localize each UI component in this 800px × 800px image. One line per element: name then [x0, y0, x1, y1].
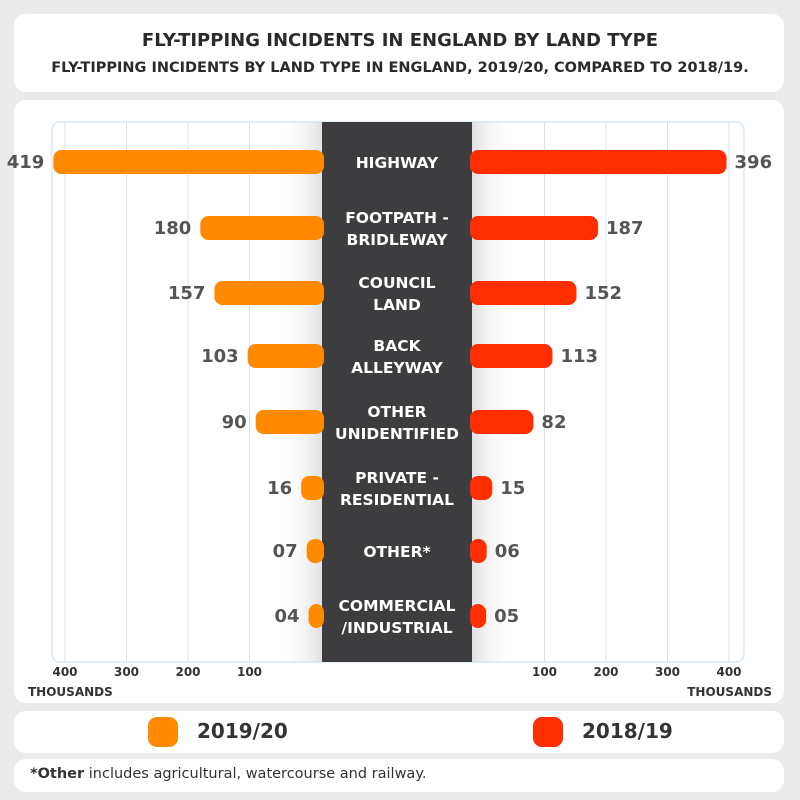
- category-label: BRIDLEWAY: [347, 231, 449, 249]
- footnote-text: includes agricultural, watercourse and r…: [84, 766, 427, 782]
- x-tick-right: 300: [655, 665, 680, 679]
- bar-2018-19: [470, 410, 534, 434]
- bar-2018-19: [470, 216, 599, 240]
- bar-2019-20: [53, 150, 324, 174]
- bar-2019-20: [255, 410, 324, 434]
- category-label: FOOTPATH -: [345, 209, 449, 227]
- value-label-2018-19: 82: [541, 412, 566, 433]
- x-tick-right: 100: [532, 665, 557, 679]
- value-label-2019-20: 07: [273, 541, 298, 562]
- category-label: HIGHWAY: [356, 154, 439, 172]
- x-tick-right: 200: [593, 665, 618, 679]
- title-panel: [14, 14, 784, 92]
- legend-swatch-2019-20: [148, 717, 178, 747]
- value-label-2019-20: 90: [222, 412, 247, 433]
- value-label-2019-20: 04: [274, 606, 299, 627]
- value-label-2018-19: 396: [735, 152, 773, 173]
- chart-title: FLY-TIPPING INCIDENTS IN ENGLAND BY LAND…: [141, 30, 659, 51]
- bar-2019-20: [247, 344, 324, 368]
- category-label: OTHER*: [363, 543, 430, 561]
- legend-panel: [14, 711, 784, 753]
- x-tick-left: 200: [175, 665, 200, 679]
- category-label: PRIVATE -: [355, 469, 439, 487]
- value-label-2018-19: 152: [584, 283, 622, 304]
- category-label: /INDUSTRIAL: [341, 619, 452, 637]
- value-label-2018-19: 05: [494, 606, 519, 627]
- shade-right: [472, 122, 517, 662]
- value-label-2019-20: 157: [168, 283, 206, 304]
- x-tick-right: 400: [716, 665, 741, 679]
- bar-2019-20: [301, 476, 324, 500]
- chart-subtitle: FLY-TIPPING INCIDENTS BY LAND TYPE IN EN…: [51, 60, 749, 76]
- bar-2018-19: [470, 150, 727, 174]
- bar-2018-19: [470, 476, 493, 500]
- category-label: LAND: [373, 296, 421, 314]
- category-label: OTHER: [367, 403, 426, 421]
- legend-label-2018-19: 2018/19: [582, 719, 673, 743]
- category-label: COUNCIL: [358, 274, 435, 292]
- value-label-2019-20: 419: [7, 152, 45, 173]
- bar-2019-20: [308, 604, 324, 628]
- legend-swatch-2018-19: [533, 717, 563, 747]
- value-label-2018-19: 187: [606, 218, 644, 239]
- value-label-2018-19: 15: [500, 478, 525, 499]
- x-tick-left: 400: [52, 665, 77, 679]
- legend-label-2019-20: 2019/20: [197, 719, 288, 743]
- value-label-2019-20: 16: [267, 478, 292, 499]
- value-label-2018-19: 06: [495, 541, 520, 562]
- bar-2019-20: [306, 539, 324, 563]
- value-label-2019-20: 103: [201, 346, 239, 367]
- category-label: COMMERCIAL: [339, 597, 456, 615]
- category-column: [322, 122, 472, 662]
- bar-2018-19: [470, 281, 577, 305]
- bar-2018-19: [470, 344, 553, 368]
- category-label: UNIDENTIFIED: [335, 425, 459, 443]
- category-label: RESIDENTIAL: [340, 491, 454, 509]
- category-label: BACK: [373, 337, 421, 355]
- bar-2019-20: [214, 281, 324, 305]
- footnote-bold: *Other: [30, 766, 85, 782]
- bar-2018-19: [470, 604, 487, 628]
- note-panel: [14, 759, 784, 792]
- footnote: *Other includes agricultural, watercours…: [30, 766, 426, 782]
- value-label-2019-20: 180: [154, 218, 192, 239]
- x-axis-unit-right: THOUSANDS: [687, 685, 772, 699]
- bar-2018-19: [470, 539, 487, 563]
- category-label: ALLEYWAY: [351, 359, 443, 377]
- value-label-2018-19: 113: [560, 346, 598, 367]
- x-axis-unit-left: THOUSANDS: [28, 685, 113, 699]
- bar-2019-20: [200, 216, 324, 240]
- x-tick-left: 300: [114, 665, 139, 679]
- x-tick-left: 100: [237, 665, 262, 679]
- shade-left: [277, 122, 322, 662]
